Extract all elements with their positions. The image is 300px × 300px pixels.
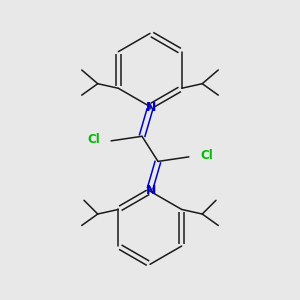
Text: N: N [146,184,156,196]
Text: Cl: Cl [87,133,100,146]
Text: N: N [146,101,156,114]
Text: Cl: Cl [200,149,213,162]
